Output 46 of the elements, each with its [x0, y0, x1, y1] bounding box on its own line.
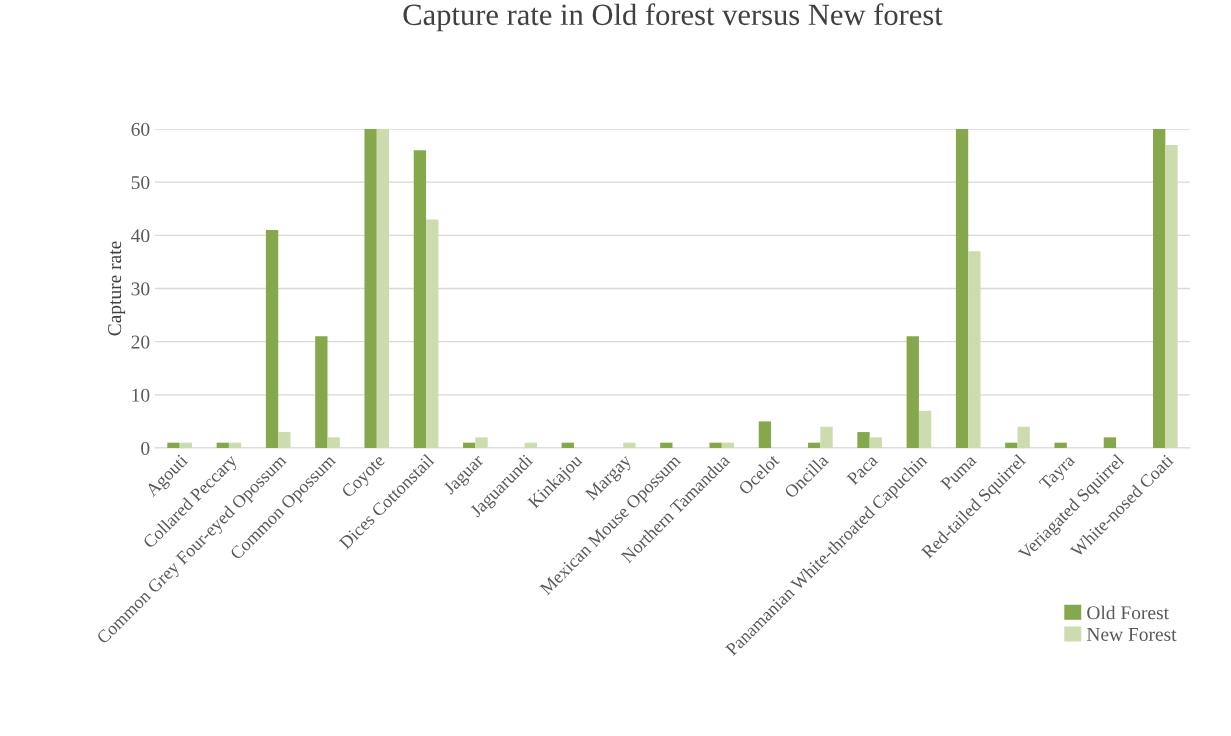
- bar: [709, 442, 722, 448]
- bar: [721, 442, 735, 448]
- y-tick-label: 0: [141, 441, 150, 455]
- bar: [228, 442, 242, 448]
- bar: [315, 336, 328, 448]
- bar: [1017, 426, 1030, 448]
- y-tick-label: 20: [131, 335, 150, 349]
- bar: [869, 437, 882, 448]
- bar: [857, 432, 870, 448]
- bar: [167, 442, 180, 448]
- legend-label: Old Forest: [1087, 605, 1169, 620]
- bar: [376, 129, 390, 448]
- bar: [808, 442, 821, 448]
- bar: [1005, 442, 1018, 448]
- bar: [327, 437, 340, 448]
- y-tick-label: 10: [132, 388, 150, 402]
- bar: [475, 437, 488, 448]
- bar: [561, 442, 574, 448]
- bar: [968, 251, 981, 448]
- bar: [918, 410, 932, 448]
- bar: [216, 442, 229, 448]
- bar: [1103, 437, 1117, 448]
- bar: [1165, 144, 1178, 448]
- chart-title: Capture rate in Old forest versus New forest: [403, 3, 943, 32]
- legend-label: New Forest: [1086, 628, 1177, 641]
- bar: [660, 442, 673, 448]
- bar: [364, 129, 377, 448]
- bar: [1153, 129, 1166, 448]
- bar: [278, 432, 291, 448]
- y-tick-label: 40: [131, 229, 150, 243]
- bar: [179, 442, 192, 448]
- bar: [413, 150, 427, 448]
- bar: [524, 442, 537, 448]
- bar: [758, 421, 772, 448]
- y-tick-label: 30: [131, 282, 150, 296]
- y-tick-label: 50: [131, 175, 150, 190]
- y-tick-label: 60: [131, 122, 150, 136]
- bar: [906, 336, 919, 448]
- bar: [623, 442, 636, 448]
- y-axis-title: Capture rate: [108, 241, 126, 336]
- bar: [1054, 442, 1067, 448]
- bar: [463, 442, 476, 448]
- bar: [265, 230, 279, 448]
- bar: [426, 219, 439, 448]
- bar: [820, 426, 833, 448]
- bar: [955, 129, 969, 448]
